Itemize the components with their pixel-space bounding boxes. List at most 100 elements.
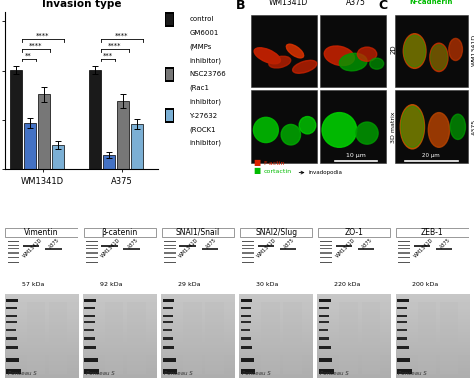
Text: (ROCK1: (ROCK1: [189, 126, 216, 132]
Text: Ponceau S: Ponceau S: [399, 371, 427, 376]
Text: ■: ■: [254, 166, 261, 174]
Text: inhibitor): inhibitor): [189, 98, 221, 105]
Ellipse shape: [322, 113, 356, 147]
Bar: [166, 110, 173, 121]
Bar: [6, 358, 19, 362]
Bar: [166, 69, 173, 80]
Bar: [399, 244, 410, 246]
Bar: [84, 369, 99, 374]
Bar: [395, 15, 468, 87]
Text: ****: ****: [36, 33, 49, 39]
Text: ****: ****: [29, 42, 42, 49]
Bar: [319, 315, 329, 317]
Bar: [251, 15, 317, 87]
Bar: [397, 369, 412, 374]
Bar: [84, 299, 96, 302]
Bar: [164, 262, 176, 263]
Bar: [6, 307, 17, 309]
Text: 10 μm: 10 μm: [346, 152, 366, 157]
Bar: [319, 329, 328, 331]
Bar: [83, 228, 156, 237]
Bar: [127, 302, 146, 374]
Bar: [399, 257, 410, 258]
Text: 29 kDa: 29 kDa: [178, 282, 201, 287]
Bar: [6, 369, 21, 374]
Bar: [339, 302, 358, 374]
Bar: [241, 307, 251, 309]
Bar: [101, 245, 118, 247]
Bar: [163, 315, 173, 317]
Bar: [397, 322, 407, 323]
Bar: [163, 337, 173, 340]
Bar: [6, 228, 78, 237]
Text: 2D: 2D: [391, 45, 397, 54]
Bar: [52, 145, 64, 169]
Ellipse shape: [430, 45, 447, 70]
Text: ■: ■: [254, 159, 261, 168]
Bar: [399, 262, 410, 263]
Bar: [183, 302, 201, 374]
Bar: [89, 70, 100, 169]
Text: (MMPs: (MMPs: [189, 44, 211, 50]
Bar: [319, 369, 334, 374]
Bar: [320, 252, 332, 254]
Bar: [319, 322, 329, 323]
Bar: [320, 90, 386, 163]
Bar: [242, 248, 254, 249]
Bar: [165, 66, 174, 82]
Text: Ponceau S: Ponceau S: [242, 371, 271, 376]
Ellipse shape: [401, 106, 424, 147]
Bar: [397, 329, 407, 331]
Text: N-cadherin: N-cadherin: [410, 0, 453, 5]
Text: B: B: [236, 0, 245, 12]
Ellipse shape: [403, 34, 426, 68]
Text: A375: A375: [346, 0, 366, 7]
Bar: [6, 337, 17, 340]
Bar: [397, 358, 410, 362]
Bar: [201, 248, 218, 250]
Text: Ponceau S: Ponceau S: [86, 371, 115, 376]
Text: SNAI1/Snail: SNAI1/Snail: [176, 228, 220, 237]
Bar: [84, 322, 95, 323]
Ellipse shape: [281, 124, 301, 145]
Bar: [8, 248, 19, 249]
Text: WM1341D: WM1341D: [178, 237, 200, 259]
Bar: [84, 307, 95, 309]
Ellipse shape: [254, 117, 278, 142]
Bar: [399, 241, 410, 242]
Text: A375: A375: [472, 119, 474, 135]
Bar: [163, 307, 173, 309]
Text: ***: ***: [103, 52, 113, 58]
Bar: [320, 248, 332, 249]
Text: 20 μm: 20 μm: [422, 152, 440, 157]
Text: WM1341D: WM1341D: [472, 34, 474, 66]
Bar: [280, 248, 296, 250]
Text: 30 kDa: 30 kDa: [256, 282, 279, 287]
Bar: [165, 12, 174, 27]
Bar: [397, 299, 409, 302]
Bar: [283, 302, 302, 374]
Bar: [38, 95, 50, 169]
Bar: [241, 358, 254, 362]
Ellipse shape: [324, 46, 355, 66]
Bar: [241, 322, 251, 323]
Text: invadopodia: invadopodia: [309, 170, 343, 175]
Bar: [86, 262, 98, 263]
Text: WM1341D: WM1341D: [268, 0, 308, 7]
Bar: [320, 262, 332, 263]
Text: 92 kDa: 92 kDa: [100, 282, 122, 287]
Bar: [46, 248, 62, 250]
Text: control: control: [189, 17, 213, 22]
Bar: [164, 248, 176, 249]
Text: WM1341D: WM1341D: [413, 237, 434, 259]
Text: A375: A375: [283, 237, 296, 250]
Bar: [205, 302, 224, 374]
Bar: [242, 252, 254, 254]
Bar: [241, 299, 253, 302]
Bar: [86, 252, 98, 254]
Ellipse shape: [357, 47, 377, 61]
Title: Invasion type: Invasion type: [42, 0, 121, 9]
Bar: [23, 245, 39, 247]
Bar: [180, 245, 196, 247]
Bar: [320, 257, 332, 258]
